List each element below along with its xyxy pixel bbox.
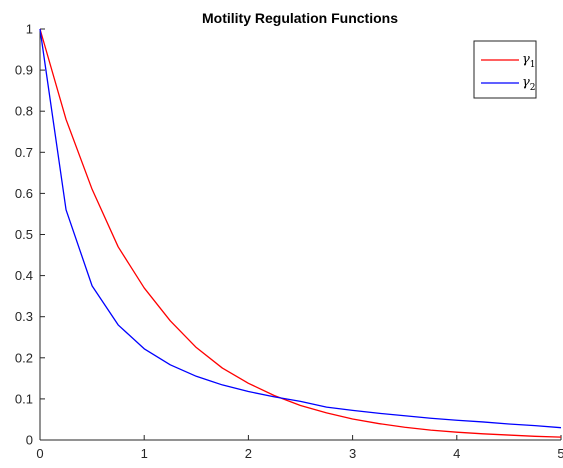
y-tick-label: 0.4 (15, 268, 33, 283)
y-tick-label: 0 (26, 433, 33, 448)
x-tick-label: 3 (349, 446, 356, 461)
legend-entry-1: γ1 (522, 52, 536, 70)
chart-title: Motility Regulation Functions (202, 10, 398, 26)
legend-box (473, 40, 537, 99)
x-tick-label: 5 (557, 446, 563, 461)
series-lines (39, 28, 562, 438)
x-tick-label: 0 (36, 446, 43, 461)
y-tick-label: 0.2 (15, 350, 33, 365)
x-tick-label: 4 (453, 446, 460, 461)
y-ticks: 0 0.1 0.2 0.3 0.4 0.5 0.6 0.7 0.8 0.9 1 (15, 22, 45, 448)
y-tick-label: 0.9 (15, 63, 33, 78)
y-tick-label: 0.6 (15, 186, 33, 201)
legend-symbol: γ (522, 52, 530, 67)
legend-subscript: 2 (530, 83, 536, 93)
y-tick-label: 0.5 (15, 227, 33, 242)
series-line-2 (39, 28, 562, 429)
x-tick-label: 1 (141, 446, 148, 461)
x-ticks: 0 1 2 3 4 5 (36, 435, 563, 461)
legend-subscript: 1 (530, 60, 536, 70)
y-tick-label: 0.1 (15, 391, 33, 406)
y-tick-label: 0.3 (15, 309, 33, 324)
y-tick-label: 0.7 (15, 145, 33, 160)
y-tick-label: 1 (26, 22, 33, 37)
x-tick-label: 2 (245, 446, 252, 461)
plot-area: 0 0.1 0.2 0.3 0.4 0.5 0.6 0.7 0.8 0.9 1 0 1 2 3 4 5 (15, 22, 563, 462)
series-line-1 (39, 28, 562, 438)
y-tick-label: 0.8 (15, 104, 33, 119)
legend-symbol: γ (522, 75, 530, 90)
legend-entry-2: γ2 (522, 75, 536, 93)
